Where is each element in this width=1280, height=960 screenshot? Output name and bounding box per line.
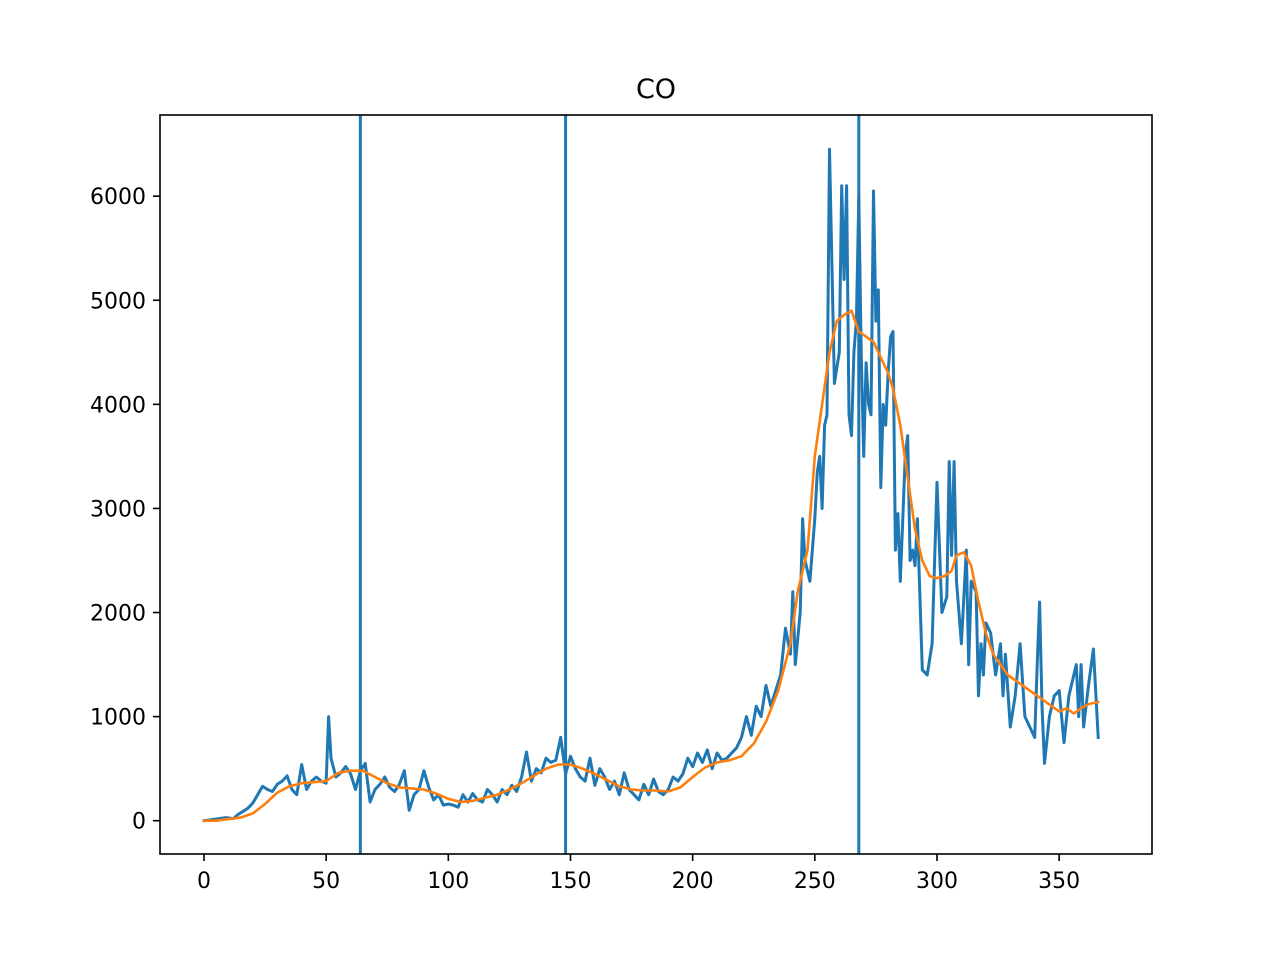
- y-axis-ticks: 0 1000 2000 3000 4000 5000 6000: [90, 185, 160, 835]
- x-tick-label: 50: [312, 869, 340, 894]
- x-tick-label: 100: [427, 869, 469, 894]
- series-line-2: [202, 309, 1100, 822]
- x-tick-label: 0: [197, 869, 211, 894]
- y-tick-label: 0: [132, 810, 146, 835]
- x-tick-label: 200: [672, 869, 714, 894]
- y-tick-label: 2000: [90, 602, 146, 627]
- x-axis-ticks: 0 50 100 150 200 250 300 350: [197, 854, 1080, 894]
- series-group: [202, 147, 1100, 823]
- y-tick-label: 5000: [90, 289, 146, 314]
- y-tick-label: 3000: [90, 497, 146, 522]
- x-tick-label: 150: [549, 869, 591, 894]
- x-tick-label: 350: [1038, 869, 1080, 894]
- y-tick-label: 1000: [90, 706, 146, 731]
- x-tick-label: 300: [916, 869, 958, 894]
- plot-frame: [159, 114, 1153, 855]
- chart-title: CO: [636, 74, 676, 105]
- x-tick-label: 250: [794, 869, 836, 894]
- y-tick-label: 4000: [90, 393, 146, 418]
- y-tick-label: 6000: [90, 185, 146, 210]
